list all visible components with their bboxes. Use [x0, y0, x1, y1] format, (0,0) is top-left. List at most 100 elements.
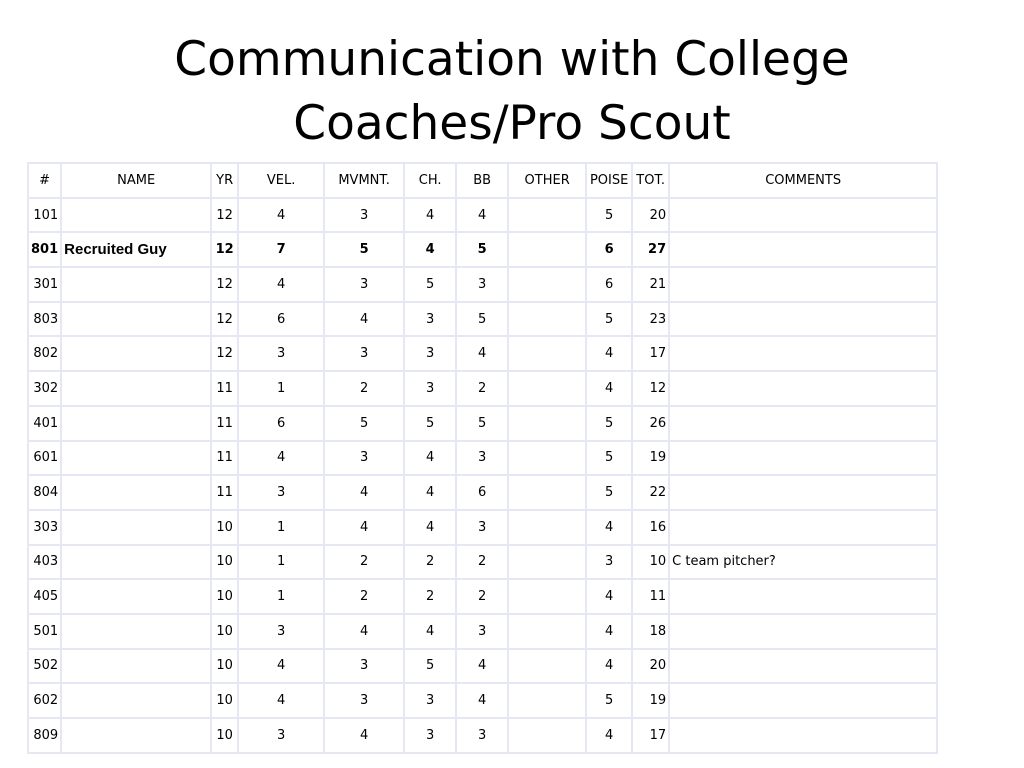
cell-other	[509, 510, 586, 544]
cell-yr: 11	[212, 406, 238, 440]
cell-comments	[670, 406, 937, 440]
cell-mvmnt: 3	[325, 337, 404, 371]
cell-bb: 3	[457, 614, 508, 648]
cell-number: 602	[29, 684, 61, 717]
slide-title-line-1: Communication with College	[174, 32, 850, 87]
cell-poise: 3	[587, 545, 632, 579]
cell-mvmnt: 4	[325, 510, 404, 544]
table-row: 403 10 1 2 2 2 3 10 C team pitcher?	[29, 545, 937, 579]
header-tot: TOT.	[633, 164, 669, 197]
cell-number: 502	[29, 649, 61, 683]
cell-ch: 3	[405, 302, 456, 336]
cell-comments	[670, 476, 937, 509]
cell-poise: 5	[587, 441, 632, 475]
cell-bb: 3	[457, 268, 508, 301]
cell-poise: 5	[587, 406, 632, 440]
table-body: 101 12 4 3 4 4 5 20 801 Recruited Guy 12 7 5 4 5 6 27 301…	[29, 198, 937, 752]
cell-number: 301	[29, 268, 61, 301]
cell-poise: 5	[587, 198, 632, 232]
cell-yr: 10	[212, 649, 238, 683]
cell-other	[509, 302, 586, 336]
cell-name	[62, 302, 211, 336]
cell-bb: 6	[457, 476, 508, 509]
cell-poise: 6	[587, 268, 632, 301]
cell-number: 303	[29, 510, 61, 544]
slide-title-line-2: Coaches/Pro Scout	[293, 96, 731, 151]
cell-tot: 12	[633, 372, 669, 405]
header-poise: POISE	[587, 164, 632, 197]
cell-comments	[670, 233, 937, 267]
cell-bb: 4	[457, 649, 508, 683]
table-row: 502 10 4 3 5 4 4 20	[29, 649, 937, 683]
cell-vel: 3	[239, 476, 324, 509]
cell-ch: 5	[405, 649, 456, 683]
cell-poise: 5	[587, 684, 632, 717]
table-row: 401 11 6 5 5 5 5 26	[29, 406, 937, 440]
cell-tot: 18	[633, 614, 669, 648]
cell-ch: 5	[405, 406, 456, 440]
cell-yr: 10	[212, 580, 238, 613]
cell-comments	[670, 684, 937, 717]
cell-number: 501	[29, 614, 61, 648]
cell-tot: 23	[633, 302, 669, 336]
cell-name	[62, 476, 211, 509]
cell-comments: C team pitcher?	[670, 545, 937, 579]
cell-vel: 4	[239, 684, 324, 717]
cell-vel: 4	[239, 268, 324, 301]
cell-other	[509, 614, 586, 648]
cell-vel: 1	[239, 372, 324, 405]
cell-other	[509, 649, 586, 683]
cell-bb: 5	[457, 302, 508, 336]
cell-other	[509, 198, 586, 232]
pitcher-evaluation-table-wrap: # NAME YR VEL. MVMNT. CH. BB OTHER POISE TOT. COMM…	[27, 162, 939, 754]
cell-tot: 21	[633, 268, 669, 301]
cell-mvmnt: 4	[325, 302, 404, 336]
header-name: NAME	[62, 164, 211, 197]
header-ch: CH.	[405, 164, 456, 197]
cell-bb: 4	[457, 684, 508, 717]
cell-vel: 4	[239, 198, 324, 232]
cell-bb: 2	[457, 545, 508, 579]
cell-number: 801	[29, 233, 61, 267]
cell-bb: 2	[457, 580, 508, 613]
cell-yr: 10	[212, 510, 238, 544]
cell-comments	[670, 614, 937, 648]
table-row: 101 12 4 3 4 4 5 20	[29, 198, 937, 232]
cell-tot: 20	[633, 649, 669, 683]
cell-number: 601	[29, 441, 61, 475]
cell-name	[62, 337, 211, 371]
cell-poise: 4	[587, 719, 632, 752]
cell-other	[509, 268, 586, 301]
cell-bb: 2	[457, 372, 508, 405]
table-row: 301 12 4 3 5 3 6 21	[29, 268, 937, 301]
cell-other	[509, 476, 586, 509]
cell-poise: 4	[587, 649, 632, 683]
table-row: 809 10 3 4 3 3 4 17	[29, 719, 937, 752]
cell-bb: 4	[457, 337, 508, 371]
cell-comments	[670, 372, 937, 405]
header-number: #	[29, 164, 61, 197]
cell-tot: 16	[633, 510, 669, 544]
cell-yr: 11	[212, 441, 238, 475]
cell-ch: 3	[405, 684, 456, 717]
cell-vel: 6	[239, 406, 324, 440]
cell-tot: 17	[633, 337, 669, 371]
cell-number: 405	[29, 580, 61, 613]
cell-bb: 4	[457, 198, 508, 232]
cell-ch: 4	[405, 476, 456, 509]
table-row: 302 11 1 2 3 2 4 12	[29, 372, 937, 405]
cell-name	[62, 268, 211, 301]
cell-name	[62, 406, 211, 440]
cell-yr: 10	[212, 719, 238, 752]
cell-ch: 2	[405, 545, 456, 579]
cell-poise: 4	[587, 510, 632, 544]
cell-yr: 12	[212, 268, 238, 301]
cell-number: 809	[29, 719, 61, 752]
pitcher-evaluation-table: # NAME YR VEL. MVMNT. CH. BB OTHER POISE TOT. COMM…	[27, 162, 938, 754]
cell-name: Recruited Guy	[62, 233, 211, 267]
cell-bb: 3	[457, 719, 508, 752]
cell-tot: 19	[633, 441, 669, 475]
cell-yr: 10	[212, 545, 238, 579]
cell-ch: 2	[405, 580, 456, 613]
cell-tot: 20	[633, 198, 669, 232]
